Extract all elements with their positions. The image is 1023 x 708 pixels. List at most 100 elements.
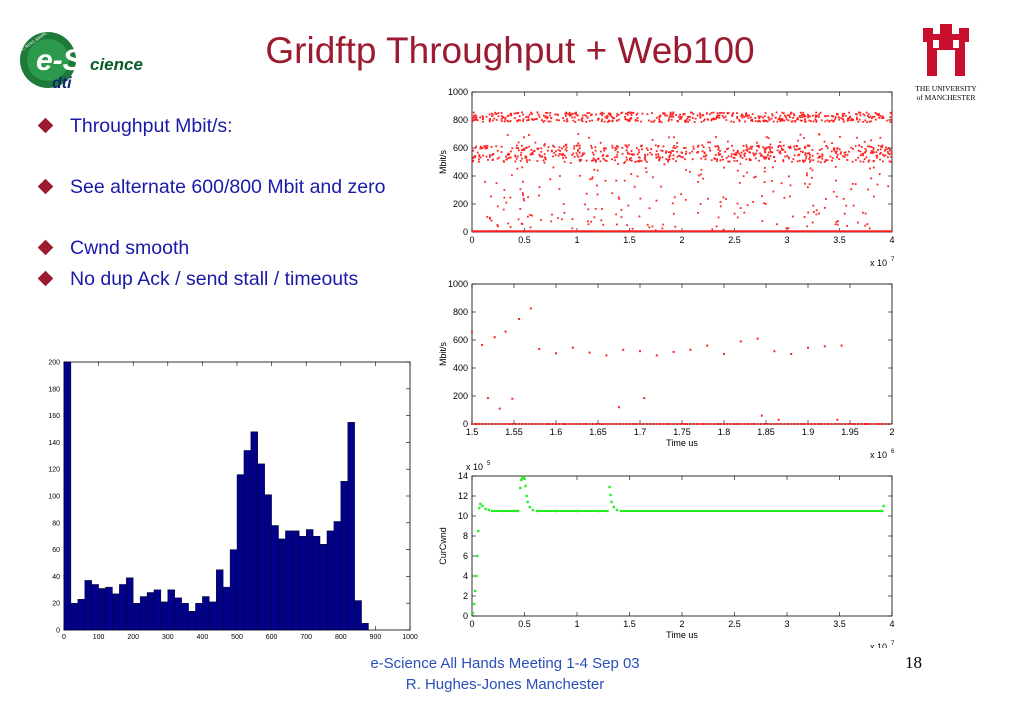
throughput-point — [763, 156, 765, 159]
zoom-point — [760, 414, 763, 417]
histogram-bar — [146, 592, 155, 631]
throughput-point — [573, 145, 576, 148]
cwnd-point — [522, 475, 525, 479]
zoom-point — [561, 423, 564, 425]
zoom-point — [615, 423, 618, 425]
x-tick-label: 1.6 — [550, 427, 563, 437]
zoom-point — [639, 350, 641, 353]
throughput-point — [555, 119, 558, 121]
x-tick-label: 1.7 — [634, 427, 647, 437]
throughput-point — [544, 158, 547, 161]
histogram-bar — [229, 549, 238, 631]
throughput-point — [801, 116, 804, 119]
throughput-point — [616, 119, 619, 122]
throughput-point — [804, 146, 807, 149]
histogram-bar — [91, 584, 99, 631]
throughput-point — [558, 152, 561, 155]
x-tick-label: 1.55 — [505, 427, 523, 437]
throughput-point — [658, 116, 661, 118]
throughput-point — [651, 138, 654, 141]
throughput-point — [600, 113, 603, 115]
throughput-point — [862, 154, 864, 157]
zoom-point — [645, 423, 648, 425]
throughput-point — [848, 111, 851, 114]
throughput-point — [782, 119, 784, 122]
throughput-point — [702, 155, 705, 158]
throughput-point — [751, 113, 754, 115]
throughput-point — [557, 154, 560, 157]
zoom-point — [793, 423, 796, 425]
throughput-point — [611, 120, 613, 123]
throughput-point — [713, 118, 716, 121]
zoom-point — [780, 423, 783, 425]
throughput-point — [739, 207, 742, 210]
throughput-point — [616, 153, 619, 156]
throughput-point — [748, 158, 751, 160]
throughput-point — [824, 115, 826, 118]
throughput-point — [634, 118, 637, 121]
throughput-point — [577, 150, 580, 152]
throughput-point — [825, 198, 827, 200]
zoom-point — [807, 423, 809, 425]
throughput-point — [844, 114, 847, 117]
throughput-point — [753, 176, 756, 179]
throughput-point — [815, 111, 818, 114]
throughput-point — [870, 139, 872, 142]
throughput-point — [706, 118, 709, 121]
throughput-point — [816, 152, 819, 155]
throughput-point — [745, 115, 748, 117]
throughput-point — [808, 157, 811, 160]
throughput-point — [745, 144, 748, 147]
throughput-point — [496, 224, 499, 226]
throughput-point — [738, 152, 741, 155]
throughput-point — [872, 160, 875, 163]
throughput-point — [834, 117, 837, 120]
y-tick-label: 100 — [48, 493, 60, 500]
throughput-point — [863, 151, 866, 154]
throughput-point — [537, 113, 540, 116]
throughput-point — [686, 117, 689, 120]
throughput-point — [539, 219, 542, 222]
throughput-point — [787, 156, 790, 159]
zoom-point — [813, 423, 816, 425]
throughput-point — [691, 158, 694, 161]
throughput-point — [504, 117, 507, 119]
x-tick-label: 0.5 — [518, 235, 531, 245]
throughput-point — [763, 150, 766, 153]
throughput-point — [850, 188, 853, 191]
throughput-point — [685, 153, 687, 155]
throughput-point — [521, 149, 523, 151]
bullet-list: Throughput Mbit/s: See alternate 600/800… — [37, 114, 388, 291]
throughput-point — [521, 180, 524, 183]
throughput-point — [620, 112, 623, 115]
throughput-point — [788, 157, 790, 160]
throughput-point — [604, 116, 607, 119]
throughput-point — [797, 118, 799, 121]
throughput-point — [745, 113, 748, 116]
throughput-point — [489, 156, 491, 158]
throughput-point — [771, 166, 774, 169]
throughput-point — [490, 195, 492, 198]
throughput-point — [667, 119, 670, 122]
throughput-point — [807, 113, 809, 116]
throughput-point — [514, 117, 516, 120]
histogram-bar — [264, 494, 272, 631]
throughput-point — [529, 153, 532, 156]
cwnd-point — [517, 509, 520, 513]
throughput-point — [703, 118, 706, 121]
throughput-point — [748, 151, 751, 153]
throughput-point — [676, 150, 678, 153]
throughput-point — [587, 223, 590, 226]
throughput-point — [617, 163, 619, 165]
throughput-point — [586, 112, 589, 114]
cwnd-point — [475, 574, 478, 578]
y-tick-label: 2 — [463, 591, 468, 601]
cwnd-point — [479, 502, 482, 506]
throughput-point — [571, 112, 574, 115]
throughput-point — [841, 117, 844, 120]
throughput-point — [570, 113, 573, 116]
throughput-point — [668, 118, 670, 121]
throughput-point — [629, 117, 631, 120]
throughput-point — [888, 160, 891, 163]
throughput-point — [500, 151, 503, 154]
